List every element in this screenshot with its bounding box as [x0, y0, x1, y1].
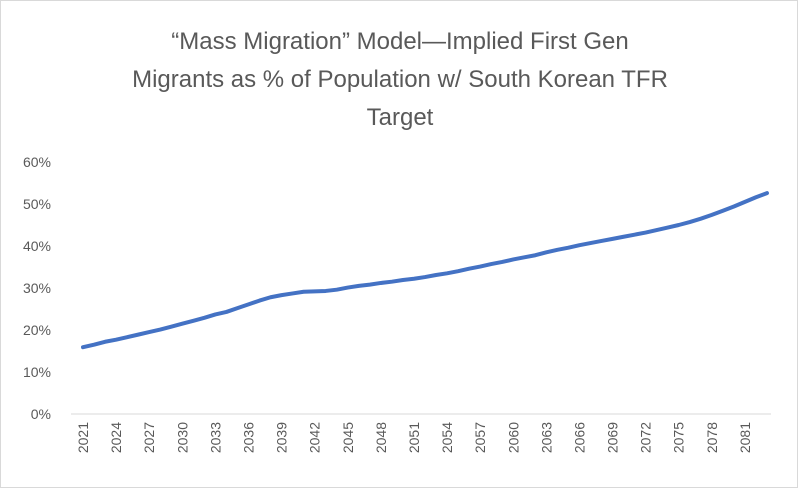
- x-tick-label: 2051: [406, 422, 422, 453]
- plot-area: [81, 191, 769, 350]
- series-line: [81, 191, 769, 350]
- x-tick-label: 2069: [605, 422, 621, 453]
- y-tick-label: 20%: [23, 322, 51, 338]
- x-tick-label: 2066: [571, 422, 587, 453]
- y-tick-label: 0%: [31, 406, 51, 422]
- x-tick-label: 2039: [274, 422, 290, 453]
- x-axis: 2021 2024 2027 2030 2033 2036 2039 2042 2045 2048…: [71, 413, 771, 453]
- x-tick-label: 2036: [240, 422, 256, 453]
- x-tick-label: 2072: [638, 422, 654, 453]
- x-tick-label: 2057: [472, 422, 488, 453]
- y-tick-label: 30%: [23, 280, 51, 296]
- chart-title-line-2: Migrants as % of Population w/ South Kor…: [132, 66, 668, 93]
- x-tick-label: 2075: [671, 422, 687, 453]
- chart-title-line-3: Target: [367, 104, 434, 131]
- x-tick-label: 2054: [439, 422, 455, 453]
- x-tick-label: 2045: [340, 422, 356, 453]
- y-tick-label: 60%: [23, 154, 51, 170]
- x-tick-label: 2063: [538, 422, 554, 453]
- y-tick-label: 10%: [23, 364, 51, 380]
- chart-title: “Mass Migration” Model—Implied First Gen…: [132, 28, 668, 131]
- x-tick-label: 2030: [174, 422, 190, 453]
- x-tick-label: 2021: [75, 422, 91, 453]
- x-tick-label: 2048: [373, 422, 389, 453]
- x-tick-label: 2027: [141, 422, 157, 453]
- y-axis: 0% 10% 20% 30% 40% 50% 60%: [23, 154, 51, 422]
- x-tick-label: 2060: [505, 422, 521, 453]
- x-tick-label: 2033: [207, 422, 223, 453]
- x-tick-label: 2042: [307, 422, 323, 453]
- x-tick-label: 2024: [108, 422, 124, 453]
- chart-title-line-1: “Mass Migration” Model—Implied First Gen: [171, 28, 628, 55]
- x-tick-label: 2081: [737, 422, 753, 453]
- y-tick-label: 40%: [23, 238, 51, 254]
- y-tick-label: 50%: [23, 196, 51, 212]
- x-tick-label: 2078: [704, 422, 720, 453]
